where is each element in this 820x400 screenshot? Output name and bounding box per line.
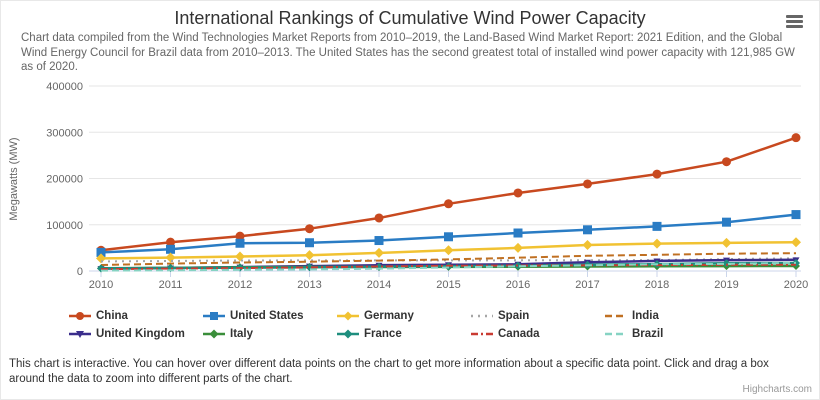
svg-text:0: 0 bbox=[77, 266, 83, 278]
legend-marker-brazil bbox=[605, 332, 627, 335]
plot-area[interactable]: 0 100000 200000 300000 400000 Megawatts (MW) 2… bbox=[1, 75, 820, 305]
svg-text:2010: 2010 bbox=[89, 279, 113, 291]
svg-text:2020: 2020 bbox=[784, 279, 808, 291]
legend-marker-united-kingdom bbox=[69, 330, 91, 338]
legend-marker-germany bbox=[337, 311, 359, 320]
legend-item-united-states[interactable]: United States bbox=[203, 307, 337, 324]
legend-marker-india bbox=[605, 314, 627, 317]
legend-label: Spain bbox=[498, 309, 530, 322]
series-germany[interactable] bbox=[96, 237, 801, 264]
svg-text:200000: 200000 bbox=[46, 174, 83, 186]
legend-item-france[interactable]: France bbox=[337, 325, 471, 342]
hamburger-icon bbox=[786, 15, 804, 28]
legend-item-brazil[interactable]: Brazil bbox=[605, 325, 739, 342]
series-brazil[interactable] bbox=[100, 261, 797, 272]
legend-item-italy[interactable]: Italy bbox=[203, 325, 337, 342]
legend-marker-italy bbox=[203, 329, 225, 338]
legend-marker-canada bbox=[471, 332, 493, 335]
legend-label: Germany bbox=[364, 309, 414, 322]
legend-label: United States bbox=[230, 309, 304, 322]
legend-marker-china bbox=[69, 311, 91, 320]
legend-item-china[interactable]: China bbox=[69, 307, 203, 324]
series-canada[interactable] bbox=[100, 263, 797, 271]
legend-label: Canada bbox=[498, 327, 540, 340]
chart-title: International Rankings of Cumulative Win… bbox=[174, 8, 646, 28]
legend: China United States Germany Spain India Unite… bbox=[69, 307, 759, 342]
y-axis-labels: 0 100000 200000 300000 400000 bbox=[46, 81, 83, 278]
svg-text:2019: 2019 bbox=[714, 279, 738, 291]
svg-text:2018: 2018 bbox=[645, 279, 669, 291]
series-china[interactable] bbox=[96, 133, 801, 255]
series-india[interactable] bbox=[100, 252, 797, 266]
legend-item-india[interactable]: India bbox=[605, 307, 739, 324]
svg-text:100000: 100000 bbox=[46, 220, 83, 232]
legend-label: France bbox=[364, 327, 402, 340]
legend-marker-spain bbox=[471, 314, 493, 317]
svg-text:2012: 2012 bbox=[228, 279, 252, 291]
svg-text:2014: 2014 bbox=[367, 279, 391, 291]
svg-text:2013: 2013 bbox=[297, 279, 321, 291]
highcharts-credit[interactable]: Highcharts.com bbox=[742, 384, 812, 395]
legend-item-germany[interactable]: Germany bbox=[337, 307, 471, 324]
legend-item-spain[interactable]: Spain bbox=[471, 307, 605, 324]
svg-text:2015: 2015 bbox=[436, 279, 460, 291]
x-axis-labels: 2010 2011 2012 2013 2014 2015 2016 2017 2018 2019… bbox=[89, 279, 808, 291]
legend-label: United Kingdom bbox=[96, 327, 185, 340]
legend-marker-france bbox=[337, 329, 359, 338]
legend-item-united-kingdom[interactable]: United Kingdom bbox=[69, 325, 203, 342]
footer-note: This chart is interactive. You can hover… bbox=[9, 358, 769, 385]
legend-label: Italy bbox=[230, 327, 254, 340]
x-axis-ticks bbox=[100, 271, 797, 277]
legend-item-canada[interactable]: Canada bbox=[471, 325, 605, 342]
svg-text:2016: 2016 bbox=[506, 279, 530, 291]
legend-label: Brazil bbox=[632, 327, 664, 340]
legend-marker-united-states bbox=[203, 311, 225, 320]
svg-text:300000: 300000 bbox=[46, 127, 83, 139]
series-united-states[interactable] bbox=[96, 210, 801, 257]
export-menu-button[interactable] bbox=[783, 11, 807, 31]
chart-subtitle: Chart data compiled from the Wind Techno… bbox=[21, 32, 795, 73]
svg-text:2017: 2017 bbox=[575, 279, 599, 291]
svg-text:400000: 400000 bbox=[46, 81, 83, 93]
legend-label: India bbox=[632, 309, 659, 322]
svg-text:2011: 2011 bbox=[159, 279, 183, 291]
legend-label: China bbox=[96, 309, 128, 322]
y-axis-title: Megawatts (MW) bbox=[8, 137, 20, 220]
